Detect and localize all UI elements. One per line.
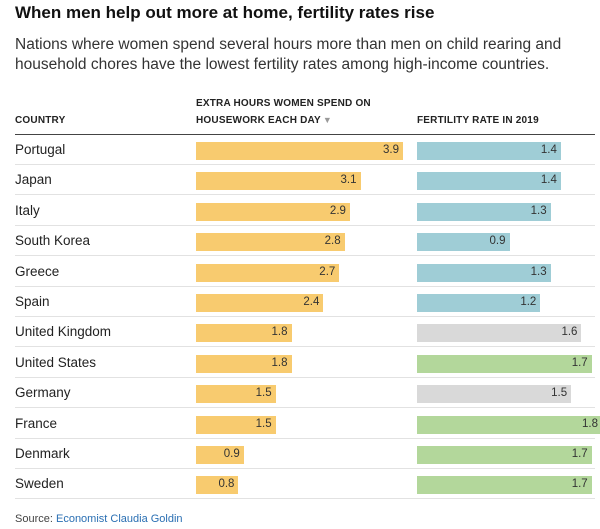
fertility-bar: 1.4 [417,172,561,191]
fertility-bar: 1.6 [417,324,582,343]
table-row: Sweden 0.8 1.7 [15,469,595,500]
fertility-value-label: 1.7 [571,448,588,460]
country-label: Japan [15,172,52,188]
fertility-value-label: 1.2 [520,296,537,308]
fertility-value-label: 1.3 [530,204,547,217]
table-row: Portugal 3.9 1.4 [15,135,595,165]
housework-bar: 0.9 [196,446,244,464]
country-label: France [15,415,58,431]
country-label: United Kingdom [15,324,112,340]
fertility-bar: 1.5 [417,385,572,404]
fertility-bar: 1.7 [417,446,592,464]
housework-value-label: 1.8 [271,356,288,369]
table-row: Spain 2.4 1.2 [15,287,595,317]
fertility-value-label: 1.4 [540,144,557,156]
table-row: Denmark 0.9 1.7 [15,439,595,469]
fertility-bar: 1.4 [417,142,561,160]
housework-bar: 2.8 [196,233,345,252]
fertility-bar: 1.7 [417,354,592,373]
housework-value-label: 1.5 [255,417,272,430]
housework-value-label: 2.7 [319,265,336,278]
housework-value-label: 0.9 [223,448,240,460]
table-row: South Korea 2.8 0.9 [15,226,595,257]
housework-value-label: 2.9 [329,204,346,217]
housework-value-label: 3.9 [383,144,399,156]
source-label: Source: [15,513,53,525]
fertility-bar: 1.8 [417,415,600,434]
housework-value-label: 3.1 [340,174,357,187]
column-header-housework-label: EXTRA HOURS WOMEN SPEND ON HOUSEWORK EAC… [196,98,371,126]
fertility-bar: 1.3 [417,202,551,221]
fertility-value-label: 1.3 [530,265,547,278]
chart-subtitle: Nations where women spend several hours … [15,36,562,73]
fertility-value-label: 1.7 [571,356,588,369]
housework-bar: 0.8 [196,476,239,495]
country-label: Portugal [15,142,66,157]
header-divider [15,134,595,135]
country-label: Spain [15,294,50,309]
fertility-value-label: 0.9 [489,235,506,248]
country-label: United States [15,354,97,370]
country-label: Germany [15,385,71,401]
country-label: Sweden [15,476,64,492]
chart-title: When men help out more at home, fertilit… [15,3,435,22]
fertility-bar: 1.2 [417,294,541,312]
fertility-value-label: 1.4 [540,174,557,187]
housework-value-label: 1.8 [271,326,288,339]
table-row: United Kingdom 1.8 1.6 [15,317,595,348]
housework-bar: 2.9 [196,202,350,221]
table-row: United States 1.8 1.7 [15,348,595,378]
fertility-bar: 1.7 [417,476,592,495]
housework-value-label: 0.8 [218,478,235,491]
sort-down-icon: ▼ [322,115,333,125]
table-row: Italy 2.9 1.3 [15,196,595,226]
country-label: Italy [15,202,40,218]
housework-value-label: 1.5 [255,387,272,400]
housework-bar: 2.4 [196,294,324,312]
housework-bar: 2.7 [196,263,340,282]
housework-bar: 1.8 [196,324,292,343]
fertility-value-label: 1.8 [582,417,598,430]
source-note: Source: Economist Claudia Goldin [15,513,183,525]
fertility-value-label: 1.6 [561,326,578,339]
table-row: Greece 2.7 1.3 [15,257,595,287]
housework-bar: 1.5 [196,415,276,434]
column-header-housework[interactable]: EXTRA HOURS WOMEN SPEND ON HOUSEWORK EAC… [196,95,396,129]
housework-bar: 1.5 [196,385,276,404]
table-row: Japan 3.1 1.4 [15,165,595,196]
country-label: Denmark [15,446,70,461]
table-row: Germany 1.5 1.5 [15,378,595,409]
country-label: South Korea [15,233,91,249]
country-label: Greece [15,263,60,279]
column-header-country: COUNTRY [15,115,66,126]
fertility-bar: 0.9 [417,233,510,252]
column-header-fertility: FERTILITY RATE IN 2019 [417,115,539,126]
housework-value-label: 2.8 [324,235,341,248]
housework-bar: 1.8 [196,354,292,373]
housework-bar: 3.1 [196,172,361,191]
housework-bar: 3.9 [196,142,403,160]
fertility-bar: 1.3 [417,263,551,282]
housework-value-label: 2.4 [303,296,320,308]
table-row: France 1.5 1.8 [15,409,600,439]
source-link[interactable]: Economist Claudia Goldin [55,513,183,525]
fertility-value-label: 1.7 [571,478,588,491]
fertility-value-label: 1.5 [551,387,568,400]
